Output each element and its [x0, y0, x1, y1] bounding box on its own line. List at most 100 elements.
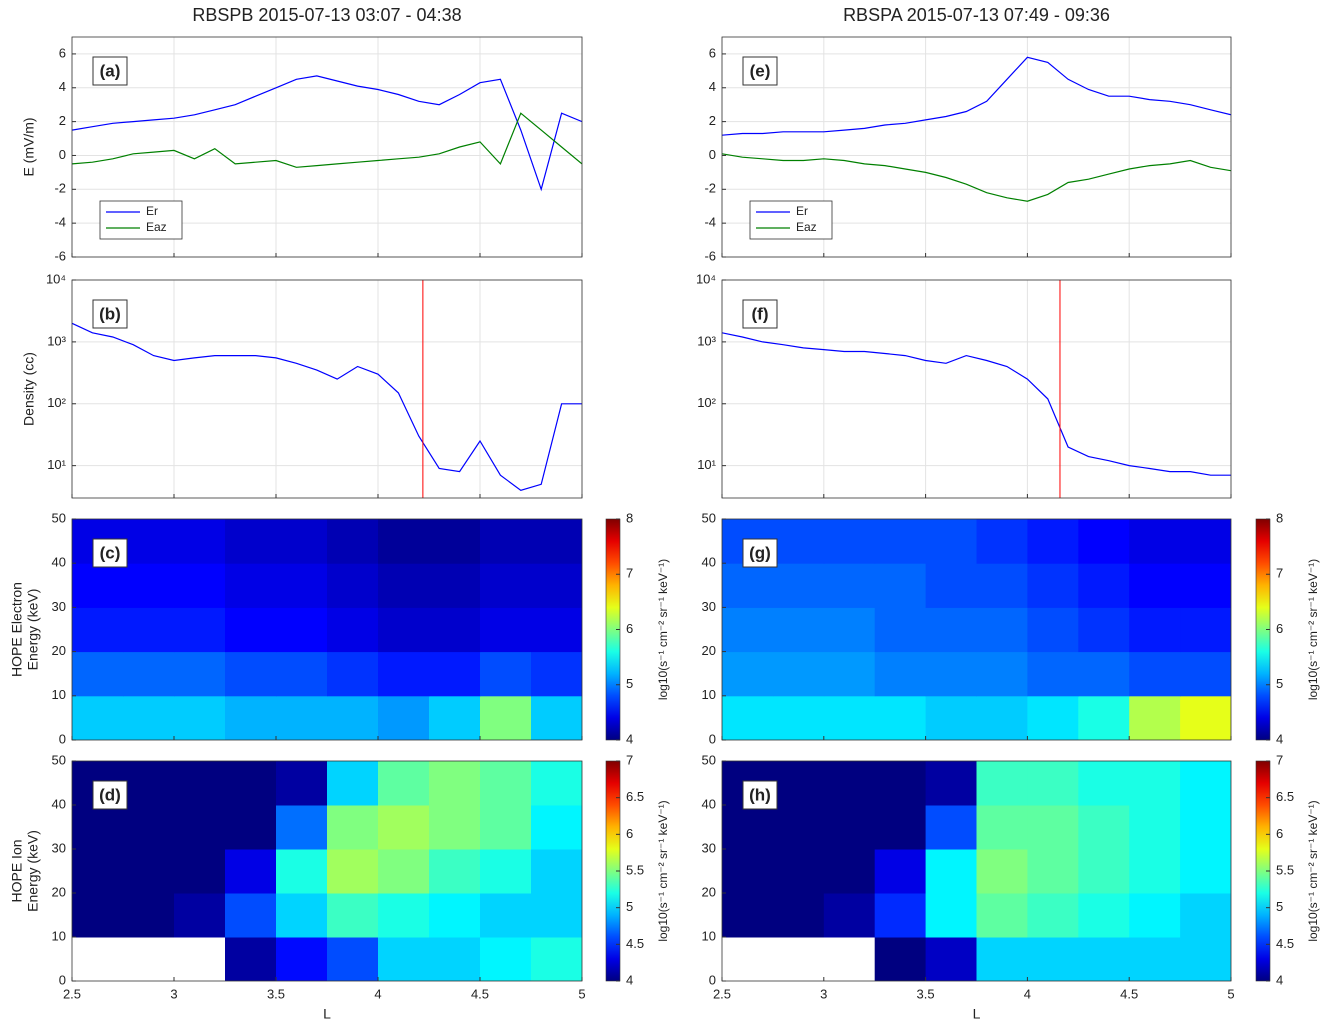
heat-cell: [174, 761, 226, 806]
heat-cell: [1078, 761, 1130, 806]
y-tick-label: 30: [52, 840, 66, 855]
panel-label: (d): [99, 785, 121, 804]
heat-cell: [1027, 805, 1079, 850]
x-tick-label: 5: [1227, 986, 1234, 1001]
heat-cell: [378, 761, 430, 806]
y-tick-label: 0: [59, 731, 66, 746]
plot-area: [72, 519, 582, 740]
heat-cell: [1129, 607, 1181, 653]
y-axis-label: Density (cc): [21, 352, 37, 426]
heat-cell: [276, 607, 328, 653]
heat-cell: [276, 651, 328, 697]
colorbar-tick-label: 4: [626, 731, 633, 746]
heat-cell: [531, 937, 582, 981]
colorbar-tick-label: 6: [626, 621, 633, 636]
heat-cell: [378, 563, 430, 608]
heat-cell: [429, 805, 481, 850]
panel-label: (e): [750, 61, 771, 80]
heat-cell: [123, 563, 175, 608]
axes-frame: [71, 279, 583, 499]
x-tick-label: 3.5: [267, 986, 285, 1001]
heat-cell: [1027, 519, 1079, 564]
y-tick-label: 50: [52, 510, 66, 525]
y-tick-label: 40: [52, 796, 66, 811]
heat-cell: [772, 893, 825, 938]
heat-cell: [1027, 937, 1079, 981]
colorbar-tick-label: 7: [626, 566, 633, 581]
data-line: [722, 332, 1231, 476]
y-tick-label: 2: [709, 113, 716, 128]
heat-cell: [1027, 761, 1079, 806]
panel-label: (b): [99, 304, 121, 323]
axes-frame: [721, 36, 1232, 258]
heat-cell: [480, 563, 532, 608]
y-tick-label: 30: [52, 599, 66, 614]
heat-cell: [327, 893, 379, 938]
colorbar-label: log10(s⁻¹ cm⁻² sr⁻¹ keV⁻¹): [1306, 559, 1320, 700]
heat-cell: [378, 695, 430, 740]
heat-cell: [531, 563, 582, 608]
panel-title: RBSPB 2015-07-13 03:07 - 04:38: [192, 5, 461, 25]
y-tick-label: 30: [702, 840, 716, 855]
heat-cell: [429, 563, 481, 608]
colorbar-tick-label: 6.5: [626, 789, 644, 804]
heat-cell: [531, 805, 582, 850]
y-tick-label: 4: [709, 79, 716, 94]
heat-cell: [874, 519, 927, 564]
colorbar-tick-label: 4: [626, 972, 633, 987]
heat-cell: [123, 695, 175, 740]
y-tick-label: 50: [52, 752, 66, 767]
y-tick-label: -2: [54, 181, 66, 196]
y-axis-label: Energy (keV): [25, 589, 41, 671]
plot-area: [722, 761, 1231, 981]
heat-cell: [722, 651, 774, 697]
panel-label-box: [742, 780, 778, 810]
heat-cell: [1180, 519, 1231, 564]
heat-cell: [327, 805, 379, 850]
plot-area: [722, 56, 1231, 202]
heat-cell: [925, 849, 977, 894]
y-tick-label: 20: [52, 643, 66, 658]
x-tick-label: 3.5: [917, 986, 935, 1001]
heat-cell: [225, 519, 277, 564]
heat-cell: [722, 695, 774, 740]
heat-cell: [1129, 519, 1181, 564]
y-tick-label: 6: [709, 45, 716, 60]
y-tick-label: 20: [702, 643, 716, 658]
y-tick-label: 4: [59, 79, 66, 94]
heat-cell: [429, 519, 481, 564]
x-tick-label: 5: [578, 986, 585, 1001]
heat-cell: [327, 937, 379, 981]
heat-cell: [123, 651, 175, 697]
x-axis-label: L: [973, 1006, 981, 1022]
heat-cell: [1180, 893, 1231, 938]
legend-box: [749, 200, 833, 240]
heat-cell: [772, 519, 825, 564]
colorbar-tick-label: 7: [1276, 752, 1283, 767]
panel-label: (f): [752, 304, 769, 323]
y-tick-label: -4: [704, 215, 716, 230]
heat-cell: [480, 695, 532, 740]
y-tick-label: 0: [59, 147, 66, 162]
heat-cell: [531, 849, 582, 894]
panel: 10¹ 10² 10³ 10⁴ Density (cc) (b): [21, 271, 583, 499]
heat-cell: [874, 805, 927, 850]
axes-frame: [71, 518, 583, 741]
y-tick-label: 0: [709, 972, 716, 987]
colorbar-tick-label: 7: [626, 752, 633, 767]
colorbar-label: log10(s⁻¹ cm⁻² sr⁻¹ keV⁻¹): [656, 559, 670, 700]
data-line: [72, 75, 582, 192]
heat-cell: [1078, 563, 1130, 608]
heat-cell: [276, 519, 328, 564]
heat-cell: [722, 563, 774, 608]
axes-frame: [71, 760, 583, 982]
heat-cell: [976, 563, 1028, 608]
y-tick-label: -4: [54, 215, 66, 230]
heat-cell: [72, 893, 124, 938]
heat-cell: [976, 519, 1028, 564]
panel: RBSPB 2015-07-13 03:07 - 04:38 Er Eaz -6 -4 -…: [21, 5, 583, 263]
y-axis-label: E (mV/m): [21, 117, 37, 176]
heat-cell: [1180, 607, 1231, 653]
colorbar-tick-label: 5: [1276, 676, 1283, 691]
y-tick-label: 50: [702, 510, 716, 525]
